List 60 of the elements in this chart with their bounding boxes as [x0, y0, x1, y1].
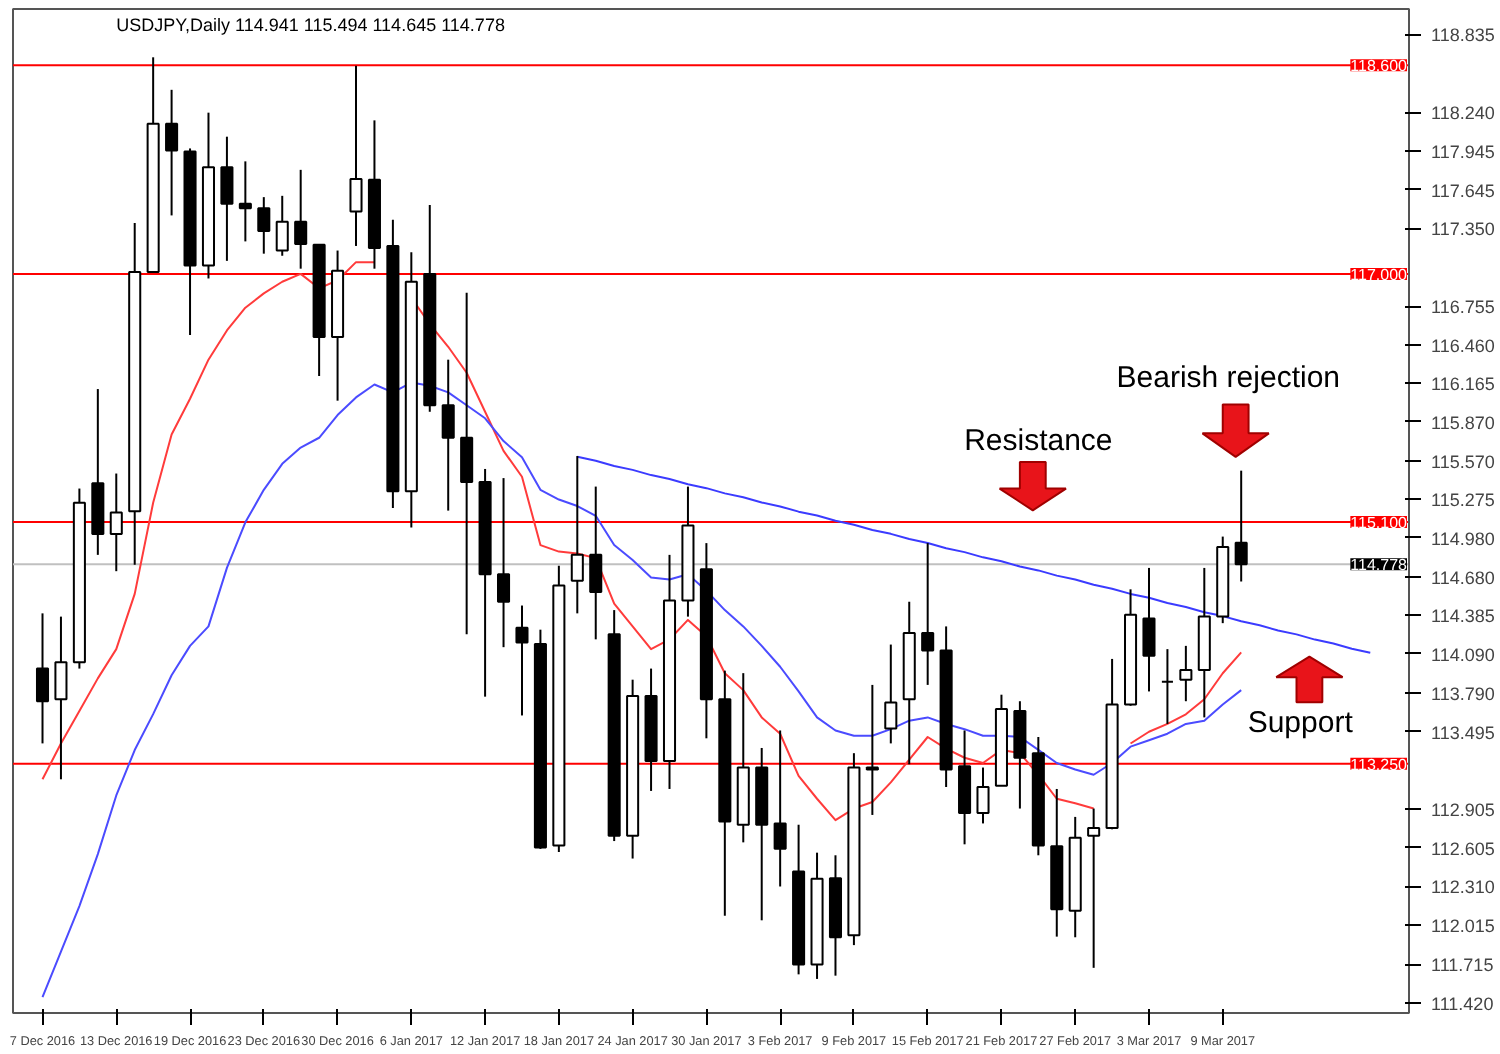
candlestick — [1142, 566, 1156, 693]
y-tick-label: 111.715 — [1431, 955, 1494, 976]
y-tick-label: 117.645 — [1431, 180, 1495, 201]
y-tick-label: 114.385 — [1431, 606, 1495, 627]
candlestick — [1087, 807, 1101, 969]
y-tick-label: 112.310 — [1431, 877, 1495, 898]
chart-title: USDJPY,Daily 114.941 115.494 114.645 114.778 — [116, 15, 505, 35]
y-tick-label: 113.790 — [1431, 684, 1495, 705]
y-tick-label: 117.350 — [1431, 219, 1495, 240]
y-tick-label: 114.090 — [1431, 644, 1495, 665]
candlestick — [1013, 700, 1027, 810]
candlestick — [570, 455, 584, 615]
candlestick — [294, 168, 308, 270]
candlestick — [460, 291, 474, 636]
y-tick-label: 116.755 — [1431, 297, 1495, 318]
y-tick-label: 118.240 — [1431, 103, 1495, 124]
candlestick — [884, 643, 898, 745]
y-tick-label: 113.495 — [1431, 722, 1495, 743]
candlestick — [921, 542, 935, 686]
ref-line-label: 118.600 — [1350, 57, 1409, 76]
candlestick — [349, 64, 363, 247]
ref-line-label: 115.100 — [1350, 514, 1409, 533]
y-tick-label: 112.605 — [1431, 838, 1495, 859]
candlestick — [497, 477, 511, 649]
candlestick — [109, 472, 123, 573]
y-tick-label: 118.835 — [1431, 25, 1495, 46]
y-tick-label: 115.870 — [1431, 412, 1495, 433]
y-tick-label: 116.165 — [1431, 374, 1495, 395]
candlestick — [589, 485, 603, 641]
candlestick — [257, 196, 271, 255]
ref-line-label: 117.000 — [1350, 266, 1409, 285]
candlestick — [275, 194, 289, 257]
y-tick-label: 111.420 — [1431, 993, 1494, 1014]
candlestick — [773, 729, 787, 888]
y-tick-label: 112.015 — [1431, 915, 1495, 936]
candlestick — [1234, 469, 1248, 583]
candlestick — [515, 604, 529, 717]
candlestick — [865, 683, 879, 816]
annotation: Support — [1247, 706, 1355, 741]
annotation: Resistance — [964, 424, 1113, 459]
candlestick — [1160, 648, 1174, 725]
candlestick — [441, 358, 455, 512]
candlestick — [958, 729, 972, 846]
y-tick-label: 115.275 — [1431, 490, 1495, 511]
y-tick-label: 117.945 — [1431, 141, 1495, 162]
candlestick — [165, 88, 179, 217]
candlestick — [976, 766, 990, 825]
candlestick — [1179, 644, 1193, 703]
candlestick — [220, 135, 234, 262]
annotation: Bearish rejection — [1116, 361, 1341, 396]
candlestick — [35, 612, 50, 745]
candlestick — [54, 615, 68, 781]
candlestick — [238, 160, 252, 243]
y-tick-label: 112.905 — [1431, 799, 1495, 820]
y-tick-label: 114.680 — [1431, 567, 1495, 588]
y-tick-label: 114.980 — [1431, 528, 1495, 549]
y-tick-label: 116.460 — [1431, 335, 1495, 356]
ref-line-label: 113.250 — [1350, 755, 1409, 774]
ref-line-label: 114.778 — [1350, 556, 1409, 575]
y-tick-label: 115.570 — [1431, 451, 1495, 472]
